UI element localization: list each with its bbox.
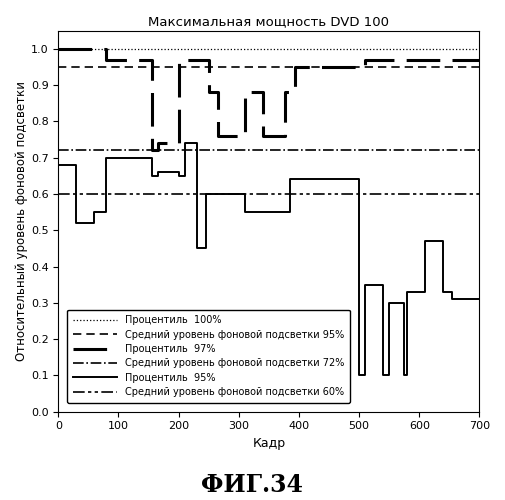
Title: Максимальная мощность DVD 100: Максимальная мощность DVD 100 bbox=[148, 15, 389, 28]
Text: ФИГ.34: ФИГ.34 bbox=[201, 474, 304, 498]
Legend: Процентиль  100%, Средний уровень фоновой подсветки 95%, Процентиль  97%, Средни: Процентиль 100%, Средний уровень фоновой… bbox=[67, 310, 350, 403]
Y-axis label: Относительный уровень фоновой подсветки: Относительный уровень фоновой подсветки bbox=[15, 81, 28, 361]
X-axis label: Кадр: Кадр bbox=[252, 437, 285, 450]
